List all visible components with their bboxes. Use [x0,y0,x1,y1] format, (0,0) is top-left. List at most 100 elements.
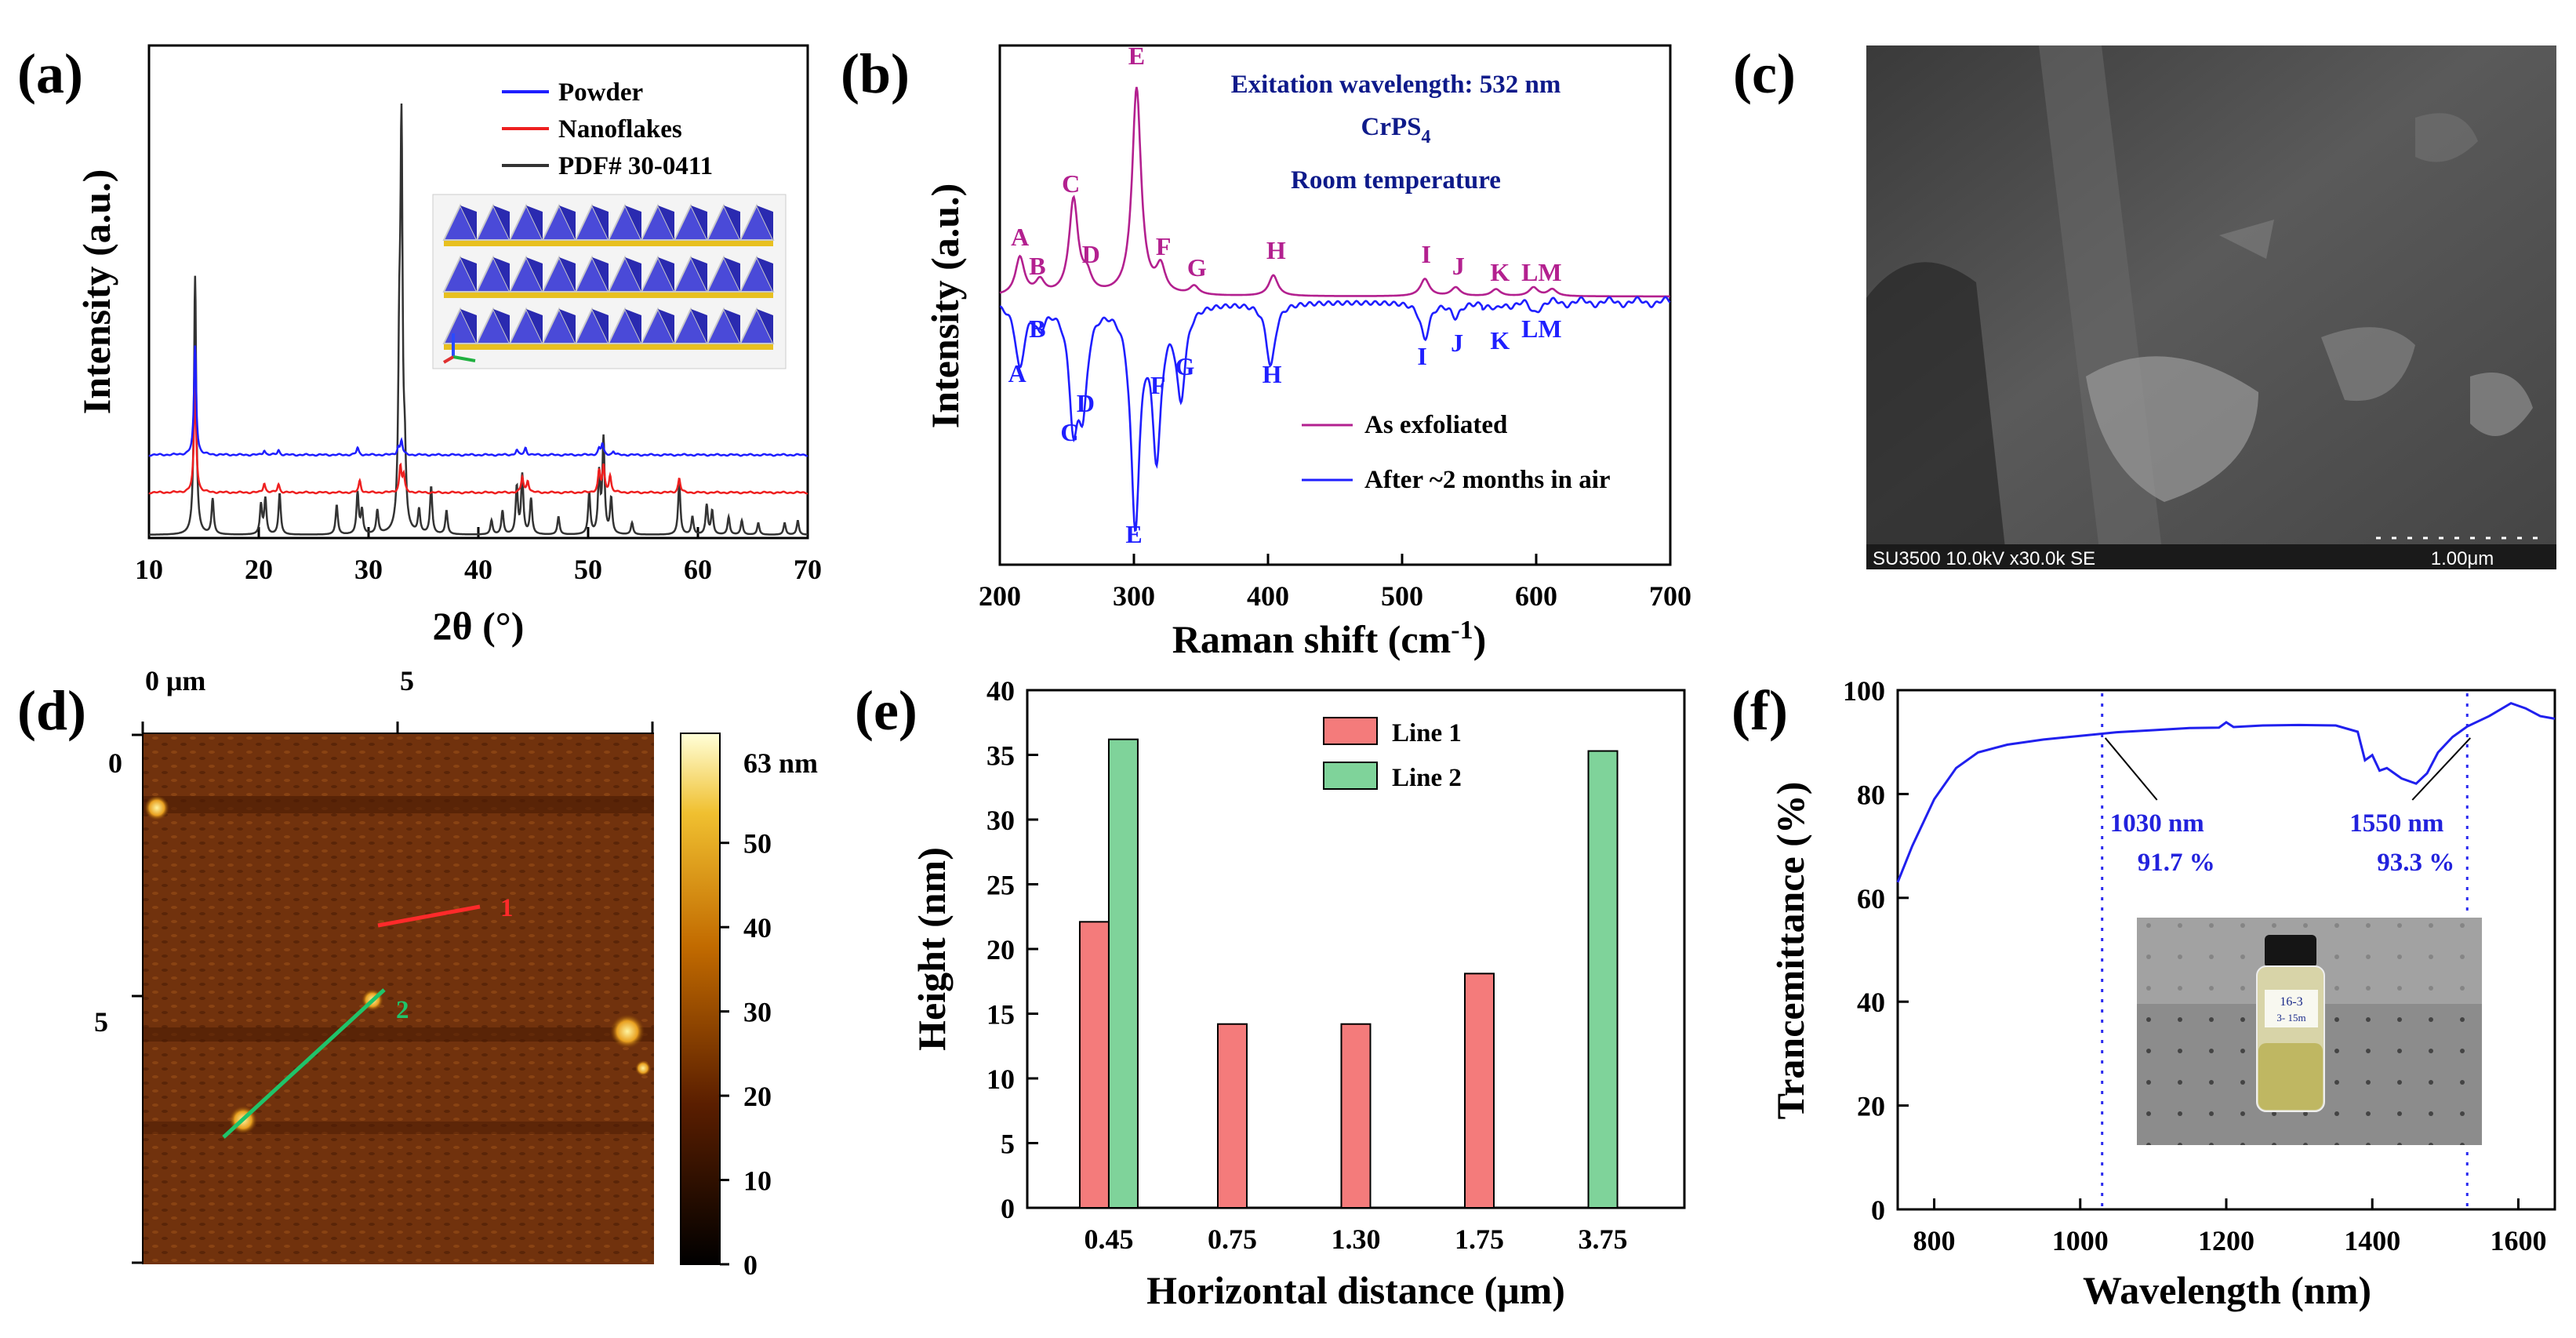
e-legend-swatch [1323,717,1378,745]
b-xtick-label: 400 [1247,580,1289,612]
panel-b-ylabel: Intensity (a.u.) [923,184,967,429]
a-series-nanoflakes [148,384,808,495]
e-bar-line-1 [1340,1023,1372,1209]
panel-f-label: (f) [1731,679,1788,742]
a-series-pdf-30-0411 [149,103,808,536]
e-xtick-label: 3.75 [1579,1223,1628,1255]
panel-a-x-ticks: 10 20 30 40 50 60 70 [135,527,822,585]
f-marker-arrow [2411,737,2471,801]
panel-b-annotation: Exitation wavelength: 532 nm CrPS4 Room … [1231,71,1561,195]
panel-e-bars [1078,738,1619,1209]
panel-f: (f) 800 1000 1200 1400 1600 0 20 40 60 80 100 1030… [1731,675,2556,1312]
b-xtick-label: 300 [1113,580,1155,612]
e-xtick-label: 0.45 [1084,1223,1133,1255]
afm-xtick: 0 μm [145,665,205,696]
vial-label-1: 16-3 [2280,995,2302,1009]
panel-f-series [1896,701,2556,883]
e-bar-line-2 [1587,750,1619,1209]
e-ytick-label: 35 [986,740,1015,772]
b-peak-label-aged: A [1008,359,1026,387]
profile-line-2-label: 2 [396,996,409,1024]
b-peak-label-aged: B [1029,315,1045,343]
panel-c-label: (c) [1733,42,1796,105]
b-peak-label-fresh: B [1029,252,1045,280]
crystal-structure-inset [432,194,787,369]
b-legend-label: As exfoliated [1364,411,1507,439]
panel-a-ylabel: Intensity (a.u.) [74,169,118,415]
colorbar-max-label: 63 nm [743,747,818,779]
b-peak-label-aged: F [1150,371,1166,399]
b-peak-label-aged: D [1077,389,1095,417]
a-xtick-label: 60 [684,554,712,585]
vial-photo-inset: 16-3 3- 15m [2137,918,2482,1145]
panel-e: (e) 0 5 10 15 20 25 30 35 40 0.45 0.75 1.30 1.75 3.75… [855,675,1686,1312]
b-peak-label-fresh: F [1156,232,1172,260]
e-xtick-label: 1.30 [1332,1223,1381,1255]
temperature-text: Room temperature [1291,166,1501,195]
b-peak-label-aged: I [1417,342,1426,370]
panel-e-label: (e) [855,679,917,742]
b-series-fresh [999,86,1670,298]
f-ytick-label: 80 [1857,779,1885,810]
panel-e-xlabel: Horizontal distance (μm) [1146,1268,1565,1312]
b-xtick-label: 600 [1515,580,1557,612]
cb-tick-label: 20 [743,1081,772,1112]
afm-particle [635,1060,651,1076]
f-marker-label: 1550 nm [2349,809,2443,838]
panel-b-legend: As exfoliated After ~2 months in air [1302,411,1611,494]
a-xtick-label: 10 [135,554,163,585]
panel-a-xlabel: 2θ (°) [433,604,525,648]
panel-b-frame [998,44,1672,566]
afm-particle [144,795,169,820]
b-peak-label-fresh: E [1128,42,1145,70]
b-peak-label-aged: K [1490,326,1510,354]
f-xtick-label: 1400 [2344,1225,2400,1256]
panel-e-axes: 0 5 10 15 20 25 30 35 40 0.45 0.75 1.30 1.75 3.75 [986,675,1628,1255]
cb-tick-label: 40 [743,912,772,944]
f-ytick-label: 20 [1857,1091,1885,1122]
e-ytick-label: 30 [986,805,1015,836]
panel-f-ylabel: Trancemittance (%) [1768,782,1812,1120]
cb-tick-label: 30 [743,997,772,1028]
f-series-transmittance [1896,701,2556,883]
panel-b-label: (b) [841,42,910,105]
b-peak-label-fresh: D [1082,240,1100,268]
f-ytick-label: 0 [1871,1194,1885,1226]
e-bar-line-1 [1464,973,1495,1209]
afm-particle [610,1014,645,1049]
f-ytick-label: 40 [1857,987,1885,1018]
sem-image: SU3500 10.0kV x30.0k SE 1.00μm [1866,45,2556,569]
scale-bar-label: 1.00μm [2431,548,2494,569]
f-marker-value: 91.7 % [2138,849,2215,877]
panel-f-axes: 800 1000 1200 1400 1600 0 20 40 60 80 100 [1843,675,2546,1256]
panel-f-xlabel: Wavelength (nm) [2083,1268,2371,1312]
e-ytick-label: 5 [1001,1129,1015,1160]
panel-d-label: (d) [17,679,86,742]
e-xtick-label: 1.75 [1455,1223,1504,1255]
b-peak-label-fresh: H [1266,236,1286,264]
panel-b-xlabel: Raman shift (cm-1) [1172,616,1487,661]
e-ytick-label: 25 [986,870,1015,901]
e-ytick-label: 15 [986,999,1015,1031]
profile-line-1 [377,904,481,928]
b-peak-label-aged: E [1125,520,1142,548]
compound-text: CrPS4 [1361,113,1431,147]
e-legend-label: Line 2 [1392,764,1462,792]
f-xtick-label: 1200 [2198,1225,2254,1256]
b-peak-label-aged: J [1451,329,1463,357]
f-xtick-label: 800 [1913,1225,1956,1256]
e-ytick-label: 20 [986,934,1015,965]
cb-tick-label: 10 [743,1165,772,1197]
axis-b-icon [442,355,455,364]
a-legend-label: Nanoflakes [558,115,682,144]
b-xtick-label: 700 [1649,580,1691,612]
e-legend-swatch [1323,762,1378,790]
b-peak-label-aged: G [1175,352,1195,380]
f-marker-arrow [2104,737,2158,801]
afm-ytick: 0 [108,747,122,779]
b-legend-label: After ~2 months in air [1364,466,1611,494]
panel-e-ylabel: Height (nm) [910,847,954,1051]
vial-label-2: 3- 15m [2276,1012,2305,1023]
